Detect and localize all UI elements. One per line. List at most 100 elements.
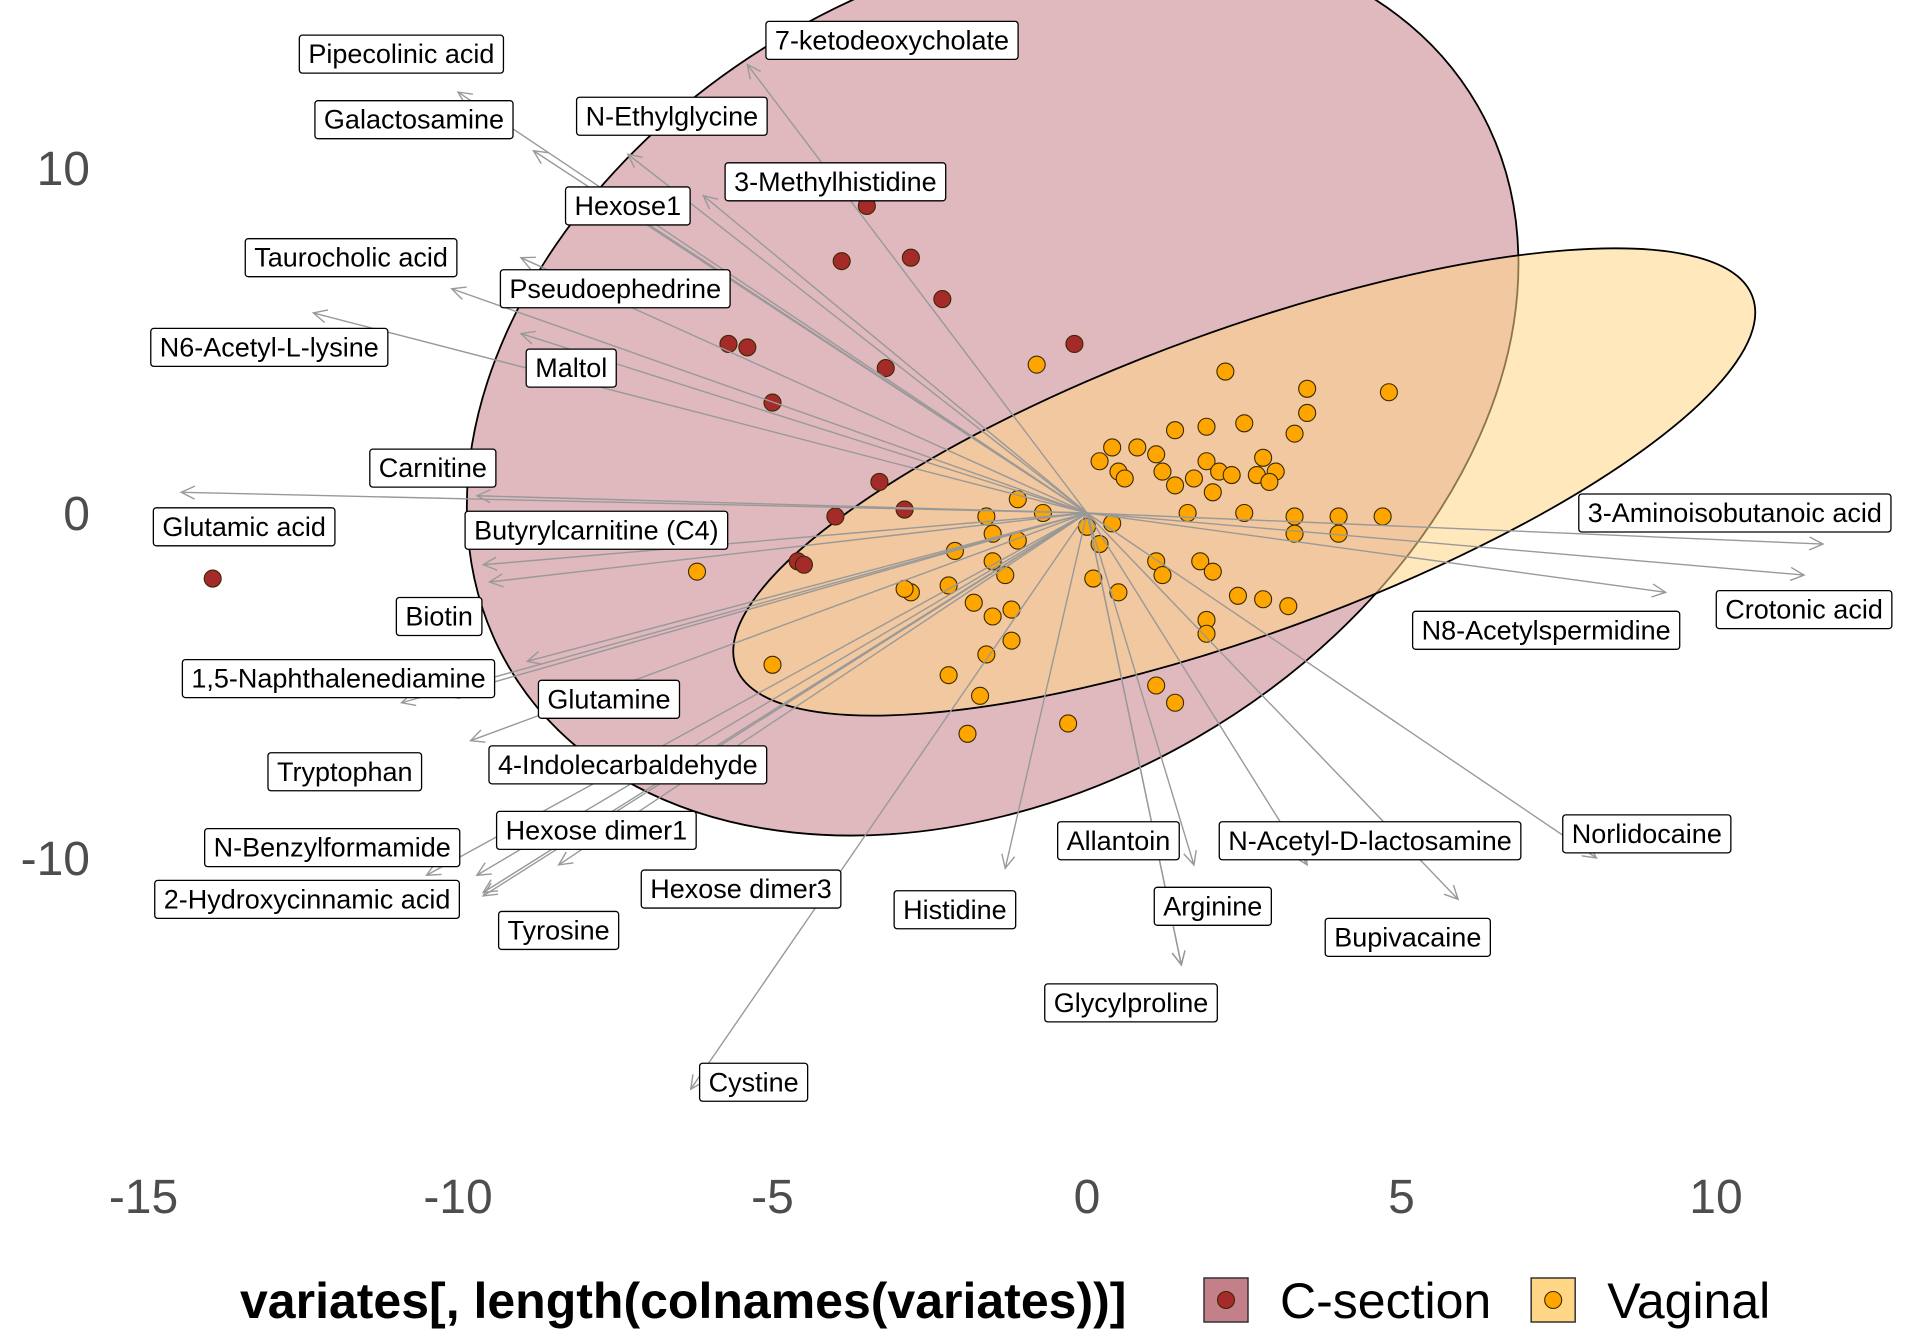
point-c-section bbox=[933, 290, 952, 309]
variable-label-norlidocaine: Norlidocaine bbox=[1562, 814, 1732, 854]
variable-label-1-5-naphthalenediamine: 1,5-Naphthalenediamine bbox=[181, 658, 496, 699]
point-vaginal bbox=[1329, 507, 1348, 526]
ellipse-vaginal bbox=[732, 247, 1757, 717]
arrow-histidine bbox=[1001, 512, 1088, 870]
variable-label-tyrosine: Tyrosine bbox=[497, 910, 620, 951]
variable-label-text: Carnitine bbox=[379, 453, 487, 483]
point-vaginal bbox=[1002, 600, 1021, 619]
variable-label-crotonic-acid: Crotonic acid bbox=[1715, 589, 1893, 630]
point-vaginal bbox=[1197, 452, 1216, 471]
point-vaginal bbox=[1235, 414, 1254, 433]
variable-label-text: N-Acetyl-D-lactosamine bbox=[1228, 826, 1512, 856]
variable-label-text: N-Benzylformamide bbox=[214, 833, 451, 863]
variable-label-butyrylcarnitine-c4: Butyrylcarnitine (C4) bbox=[464, 510, 729, 550]
point-vaginal bbox=[1103, 438, 1122, 457]
variable-label-text: Glutamic acid bbox=[162, 512, 326, 542]
point-vaginal bbox=[687, 562, 707, 581]
point-vaginal bbox=[1115, 469, 1134, 488]
legend-key-point bbox=[1544, 1290, 1563, 1310]
variable-label-galactosamine: Galactosamine bbox=[314, 100, 514, 140]
point-vaginal bbox=[1254, 448, 1273, 467]
point-vaginal bbox=[1379, 383, 1398, 402]
variable-label-text: 3-Aminoisobutanoic acid bbox=[1588, 498, 1882, 528]
variable-label-carnitine: Carnitine bbox=[369, 448, 497, 488]
arrow-n-ethylglycine bbox=[626, 153, 1088, 514]
x-tick-label: -15 bbox=[109, 1171, 178, 1224]
point-vaginal bbox=[1128, 438, 1147, 457]
point-vaginal bbox=[1153, 566, 1172, 585]
x-tick-label: 5 bbox=[1388, 1171, 1415, 1224]
variable-label-text: Norlidocaine bbox=[1572, 819, 1722, 849]
variable-label-text: Pipecolinic acid bbox=[308, 39, 494, 69]
variable-label-text: Maltol bbox=[535, 353, 607, 383]
variable-label-tryptophan: Tryptophan bbox=[267, 752, 423, 792]
variable-label-hexose-dimer1: Hexose dimer1 bbox=[495, 810, 697, 851]
point-vaginal bbox=[1216, 362, 1235, 381]
legend-key-point bbox=[1216, 1290, 1236, 1310]
legend-item-c-section: C-section bbox=[1203, 1273, 1491, 1329]
point-vaginal bbox=[1279, 597, 1298, 616]
variable-label-text: N-Ethylglycine bbox=[586, 101, 759, 131]
variable-label-text: Cystine bbox=[709, 1067, 799, 1097]
point-c-section bbox=[901, 248, 920, 267]
arrow-7-ketodeoxycholate bbox=[746, 63, 1088, 514]
legend: variates[, length(colnames(variates))] C… bbox=[240, 1273, 1770, 1329]
variable-label-text: N8-Acetylspermidine bbox=[1422, 615, 1671, 645]
variable-label-text: Galactosamine bbox=[324, 105, 504, 135]
variable-label-taurocholic-acid: Taurocholic acid bbox=[244, 238, 458, 278]
point-vaginal bbox=[1166, 693, 1185, 712]
arrow-glutamic-acid bbox=[179, 485, 1088, 514]
point-vaginal bbox=[1166, 421, 1185, 440]
variable-label-n6-acetyl-l-lysine: N6-Acetyl-L-lysine bbox=[150, 327, 389, 368]
point-vaginal bbox=[1178, 503, 1197, 523]
point-c-section bbox=[738, 338, 757, 357]
legend-title: variates[, length(colnames(variates))] bbox=[240, 1273, 1126, 1329]
variable-label-text: Pseudoephedrine bbox=[509, 274, 721, 304]
point-vaginal bbox=[983, 607, 1002, 626]
plot-area: Pipecolinic acid 7-ketodeoxycholate Galact… bbox=[150, 0, 1893, 1102]
variable-label-histidine: Histidine bbox=[893, 890, 1017, 930]
point-vaginal bbox=[1147, 676, 1166, 695]
arrow-biotin bbox=[487, 512, 1088, 588]
point-vaginal bbox=[1084, 569, 1103, 588]
point-vaginal bbox=[1285, 524, 1304, 543]
series-c-section bbox=[203, 196, 1084, 588]
variable-label-text: Bupivacaine bbox=[1334, 922, 1481, 952]
point-c-section bbox=[719, 334, 738, 354]
point-vaginal bbox=[971, 686, 990, 705]
point-c-section bbox=[832, 252, 851, 271]
variable-label-cystine: Cystine bbox=[698, 1062, 809, 1102]
legend-items: C-section Vaginal bbox=[1203, 1273, 1770, 1329]
variable-label-maltol: Maltol bbox=[525, 348, 617, 388]
confidence-ellipses bbox=[465, 0, 1757, 837]
variable-label-text: 7-ketodeoxycholate bbox=[775, 25, 1009, 55]
variable-label-arginine: Arginine bbox=[1153, 886, 1272, 926]
point-vaginal bbox=[1260, 472, 1279, 492]
variable-label-n-benzylformamide: N-Benzylformamide bbox=[204, 828, 461, 868]
x-tick-label: -5 bbox=[751, 1171, 794, 1224]
point-vaginal bbox=[1222, 465, 1241, 485]
variable-label-text: Allantoin bbox=[1067, 826, 1171, 856]
legend-label: C-section bbox=[1280, 1273, 1491, 1329]
point-c-section bbox=[870, 472, 889, 492]
point-vaginal bbox=[939, 666, 958, 685]
series-vaginal bbox=[687, 355, 1398, 743]
arrow-n6-acetyl-l-lysine bbox=[311, 309, 1088, 514]
arrow-3-aminoisobutanoic-acid bbox=[1086, 512, 1825, 551]
variable-label-pipecolinic-acid: Pipecolinic acid bbox=[298, 34, 505, 74]
point-c-section bbox=[826, 507, 845, 526]
variable-label-n-acetyl-d-lactosamine: N-Acetyl-D-lactosamine bbox=[1218, 821, 1522, 861]
x-tick-label: -10 bbox=[423, 1171, 492, 1224]
variable-label-text: 1,5-Naphthalenediamine bbox=[191, 664, 485, 694]
point-vaginal bbox=[1002, 631, 1021, 650]
variable-label-glutamine: Glutamine bbox=[537, 679, 681, 719]
variable-label-n8-acetylspermidine: N8-Acetylspermidine bbox=[1411, 610, 1681, 650]
point-vaginal bbox=[1228, 586, 1248, 605]
variable-label-text: Histidine bbox=[903, 895, 1007, 925]
arrow-butyrylcarnitine-c4 bbox=[481, 512, 1088, 571]
point-vaginal bbox=[1285, 424, 1304, 443]
variable-label-text: Biotin bbox=[405, 602, 473, 632]
variable-label-text: 2-Hydroxycinnamic acid bbox=[164, 884, 451, 914]
point-vaginal bbox=[1373, 507, 1392, 526]
